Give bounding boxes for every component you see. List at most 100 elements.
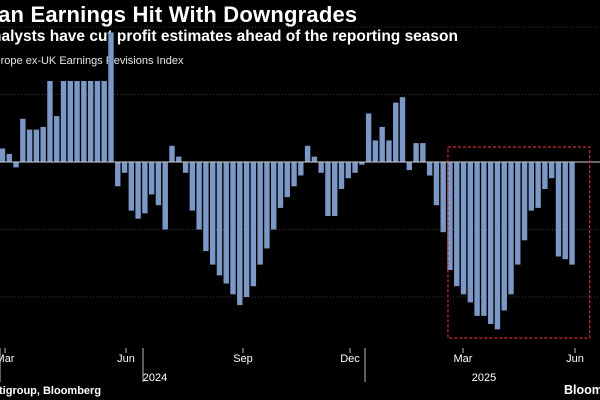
bar [501, 162, 507, 311]
bar [243, 162, 250, 297]
bar [87, 81, 94, 162]
bar [399, 97, 406, 162]
bar [487, 162, 494, 324]
bar [494, 162, 501, 330]
bar [433, 162, 440, 206]
bar [230, 162, 236, 295]
bar [332, 162, 338, 216]
bar [6, 153, 12, 162]
bar [271, 162, 277, 230]
bars [0, 32, 575, 330]
bar [386, 140, 392, 162]
bar [0, 148, 6, 162]
bar [474, 162, 480, 316]
bar [26, 129, 33, 162]
bar [237, 162, 243, 306]
bar [372, 140, 379, 162]
bar [128, 162, 135, 211]
bar [548, 162, 555, 179]
bar [277, 162, 284, 208]
bar [298, 162, 304, 176]
bar [223, 162, 229, 284]
bar [81, 81, 87, 162]
bar [142, 162, 148, 214]
bar [365, 113, 372, 162]
x-tick-label: Sep [233, 353, 253, 365]
x-year-label: 2025 [472, 372, 496, 384]
bar [13, 162, 19, 168]
bar [345, 162, 351, 179]
bar [162, 162, 168, 230]
bar [379, 126, 385, 162]
bar [393, 102, 399, 162]
bar [304, 145, 311, 162]
bar [318, 162, 324, 173]
bar [203, 162, 209, 252]
bar [74, 81, 80, 162]
bloomberg-logo: Bloom [564, 383, 600, 397]
bar [108, 32, 114, 163]
bar [555, 162, 562, 257]
x-year-label: 2024 [143, 372, 167, 384]
bar [420, 143, 426, 162]
bar [209, 162, 216, 265]
bar [359, 162, 365, 165]
bar [535, 162, 541, 208]
bar [189, 162, 196, 211]
bar [135, 162, 141, 219]
bar [148, 162, 155, 195]
bar [20, 118, 26, 162]
bar [521, 162, 528, 241]
bar [311, 156, 318, 162]
source-note: Citigroup, Bloomberg [0, 385, 102, 397]
bar [115, 162, 121, 187]
bar [481, 162, 487, 316]
bar [325, 162, 331, 216]
bar [67, 81, 73, 162]
bar [426, 162, 433, 176]
bar [60, 81, 67, 162]
bar [250, 162, 257, 287]
chart-subtitle: nalysts have cut profit estimates ahead … [0, 28, 458, 45]
x-tick-label: Jun [117, 353, 135, 365]
bar [257, 162, 263, 265]
x-tick-label: Mar [0, 353, 15, 365]
bar [515, 162, 521, 265]
bar [460, 162, 467, 295]
bar [562, 162, 568, 260]
bar [264, 162, 270, 249]
bar [413, 143, 419, 162]
bar [182, 162, 189, 173]
bar [447, 162, 453, 270]
bar [196, 162, 202, 230]
chart-title: pean Earnings Hit With Downgrades [0, 2, 358, 27]
bar [101, 81, 107, 162]
x-tick-label: Mar [454, 353, 473, 365]
x-tick-label: Jun [566, 353, 584, 365]
bar [569, 162, 575, 265]
bar [54, 116, 60, 162]
bar [338, 162, 345, 189]
bar [121, 162, 128, 173]
bar [33, 129, 40, 162]
bar [176, 156, 182, 162]
bar [406, 162, 412, 171]
bar [528, 162, 535, 211]
bar [284, 162, 290, 198]
bar [291, 162, 297, 187]
bar [40, 126, 46, 162]
bar [467, 162, 474, 303]
bar [169, 145, 175, 162]
bar [47, 81, 53, 162]
x-axis: Mar Jun Sep Dec Mar Jun 2024 2025 [0, 348, 584, 384]
bar [508, 162, 514, 295]
bar [94, 81, 101, 162]
bar [216, 162, 223, 276]
x-tick-label: Dec [340, 353, 360, 365]
bar [542, 162, 548, 189]
bar [440, 162, 446, 233]
series-label: o Europe ex-UK Earnings Revisions Index [0, 55, 184, 67]
bar [352, 162, 358, 173]
